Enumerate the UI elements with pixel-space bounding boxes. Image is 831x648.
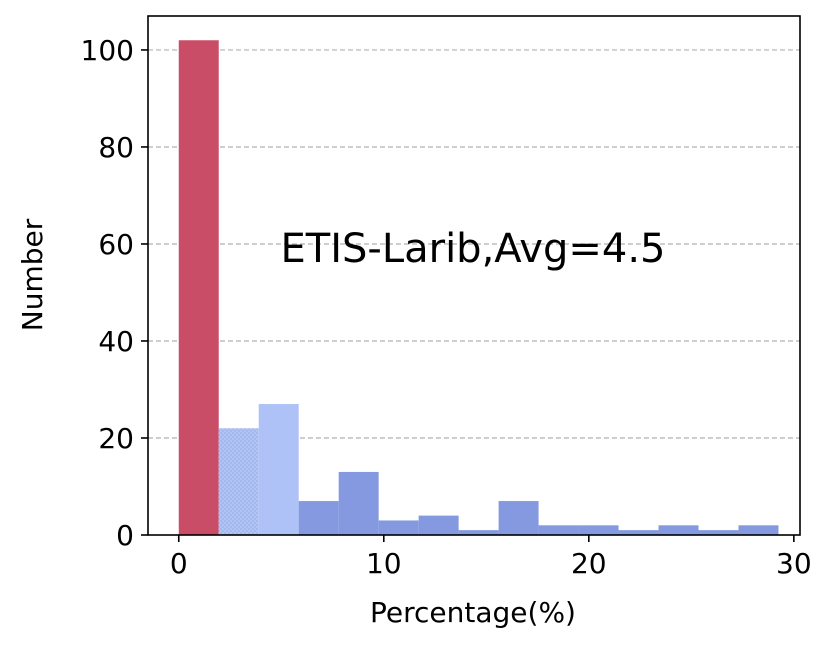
histogram-bar	[618, 530, 659, 535]
y-tick-label: 0	[116, 519, 134, 552]
y-axis-ticks: 0 20 40 60 80 100	[81, 34, 148, 552]
plot-frame	[147, 15, 801, 536]
histogram-bar	[738, 525, 779, 535]
y-tick-label: 100	[81, 34, 134, 67]
x-tick-label: 20	[571, 547, 607, 580]
x-tick-label: 0	[170, 547, 188, 580]
x-axis-ticks: 0 10 20 30	[170, 535, 812, 580]
y-tick-label: 40	[98, 325, 134, 358]
x-tick-label: 30	[776, 547, 812, 580]
histogram-bars	[178, 40, 779, 536]
y-axis-title: Number	[16, 218, 49, 331]
histogram-bar	[498, 501, 539, 535]
histogram-bar	[298, 501, 339, 535]
histogram-bar	[378, 520, 419, 535]
y-tick-label: 60	[98, 228, 134, 261]
histogram-bar	[418, 515, 459, 535]
histogram-bar	[698, 530, 739, 535]
histogram-bar	[258, 404, 299, 535]
y-tick-label: 20	[98, 422, 134, 455]
histogram-bar	[178, 40, 219, 536]
histogram-bar	[218, 428, 259, 535]
y-tick-label: 80	[98, 131, 134, 164]
histogram-bar	[538, 525, 579, 535]
histogram-bar	[578, 525, 619, 535]
x-tick-label: 10	[366, 547, 402, 580]
histogram-bar	[658, 525, 699, 535]
histogram-bar	[458, 530, 499, 535]
annotation-text: ETIS-Larib,Avg=4.5	[281, 226, 666, 272]
histogram-bar	[338, 471, 379, 535]
x-axis-title: Percentage(%)	[370, 596, 576, 629]
